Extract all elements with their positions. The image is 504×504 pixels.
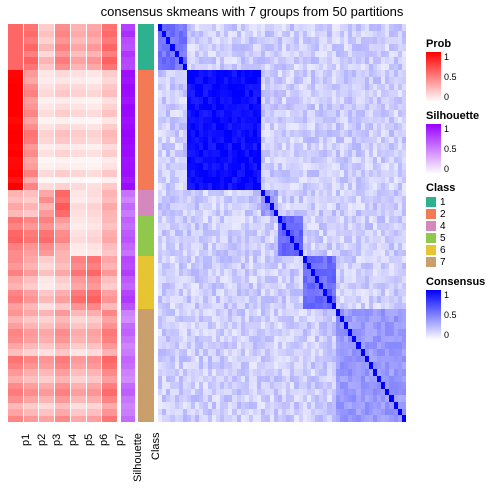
legend-class-item: 2 — [426, 208, 500, 220]
silhouette-column — [121, 24, 135, 422]
plot-area — [8, 24, 418, 422]
partition-col — [87, 24, 102, 422]
partition-col — [39, 24, 54, 422]
legend-class-item: 1 — [426, 196, 500, 208]
legend-prob-title: Prob — [426, 38, 500, 50]
partition-col — [55, 24, 70, 422]
legend-prob-ticks: 1 0.5 0 — [444, 52, 457, 102]
legend-sil-ticks: 1 0.5 0 — [444, 124, 457, 174]
legend-sil-title: Silhouette — [426, 110, 500, 122]
legend-sil-colorbar — [426, 124, 441, 174]
partition-col — [71, 24, 86, 422]
partition-col-label: p2 — [36, 434, 48, 446]
class-column — [138, 24, 154, 422]
column-labels: p1 p2p3 p4 p5p6 p7 Silhouette Class — [8, 424, 173, 494]
legend-class-item: 5 — [426, 232, 500, 244]
partition-col-label: p7 — [114, 434, 126, 446]
legend-class-item: 6 — [426, 244, 500, 256]
legends-panel: Prob 1 0.5 0 Silhouette 1 0.5 0 Class 12… — [426, 30, 500, 340]
legend-class-items: 124567 — [426, 196, 500, 268]
consensus-heatmap — [158, 24, 406, 422]
legend-prob-colorbar — [426, 52, 441, 102]
class-col-label: Class — [150, 432, 162, 460]
plot-title: consensus skmeans with 7 groups from 50 … — [0, 4, 504, 19]
partition-col — [102, 24, 117, 422]
legend-cons-colorbar — [426, 290, 441, 340]
partition-col-label: p1 — [20, 434, 32, 446]
partition-col-label: p5 — [83, 434, 95, 446]
partition-col-label: p4 — [67, 434, 79, 446]
legend-class-item: 4 — [426, 220, 500, 232]
legend-cons-title: Consensus — [426, 276, 500, 288]
legend-cons-ticks: 1 0.5 0 — [444, 290, 457, 340]
partition-col-label: p3 — [51, 434, 63, 446]
silhouette-col-label: Silhouette — [132, 433, 144, 482]
partition-col — [24, 24, 39, 422]
partition-annotation-columns — [8, 24, 118, 422]
legend-class-title: Class — [426, 182, 500, 194]
legend-class-item: 7 — [426, 256, 500, 268]
partition-col — [8, 24, 23, 422]
partition-col-label: p6 — [98, 434, 110, 446]
